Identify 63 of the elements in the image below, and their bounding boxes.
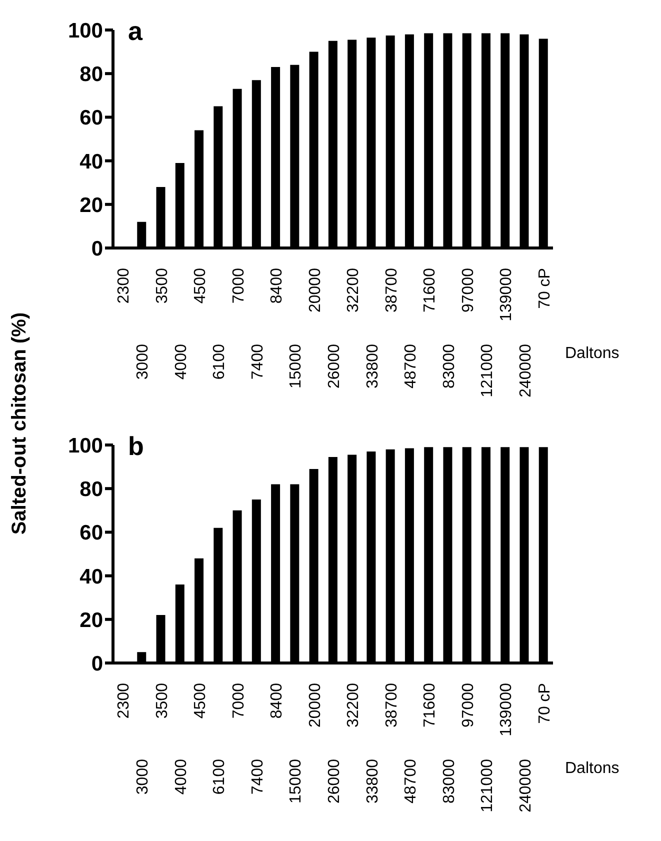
x-tick-label: 33800 bbox=[364, 344, 382, 388]
x-tick-label: 20000 bbox=[306, 268, 324, 312]
x-tick-label: 7000 bbox=[230, 682, 248, 719]
x-tick-label: 8400 bbox=[268, 268, 286, 304]
x-tick-label: 3500 bbox=[154, 268, 171, 304]
y-tick-label: 100 bbox=[68, 19, 103, 42]
x-tick-label: 20000 bbox=[306, 682, 324, 728]
y-tick-label: 0 bbox=[91, 652, 103, 676]
x-tick-label: 3000 bbox=[134, 758, 152, 795]
x-tick-label: 121000 bbox=[479, 758, 496, 812]
x-tick-label: 2300 bbox=[116, 682, 133, 719]
x-tick-label: 83000 bbox=[440, 758, 458, 804]
y-axis-title: Salted-out chitosan (%) bbox=[8, 312, 32, 534]
x-tick-label: 48700 bbox=[402, 344, 420, 388]
x-tick-label: 38700 bbox=[383, 268, 400, 312]
x-tick-label: 240000 bbox=[517, 344, 534, 398]
x-tick-label: 38700 bbox=[383, 682, 400, 728]
x-tick-label: 26000 bbox=[326, 344, 343, 388]
x-tick-label: 121000 bbox=[479, 344, 496, 398]
x-tick-label: 7400 bbox=[249, 758, 266, 795]
x-tick-label: 70 cP bbox=[536, 268, 554, 309]
y-tick-label: 60 bbox=[80, 106, 103, 130]
x-tick-label: 139000 bbox=[498, 682, 516, 736]
x-tick-label: 70 cP bbox=[536, 683, 554, 724]
x-tick-label: 32200 bbox=[345, 682, 362, 728]
x-tick-label: 97000 bbox=[460, 268, 477, 312]
chart-title: b bbox=[128, 431, 144, 462]
x-tick-label: 15000 bbox=[288, 758, 305, 804]
x-tick-label: 4500 bbox=[192, 682, 210, 719]
y-tick-label: 60 bbox=[80, 522, 103, 545]
x-axis-title: Daltons bbox=[565, 760, 620, 778]
y-tick-label: 80 bbox=[80, 478, 103, 502]
x-tick-label: 4500 bbox=[192, 268, 210, 304]
x-tick-label: 71600 bbox=[422, 268, 439, 312]
x-tick-label: 32200 bbox=[345, 268, 362, 312]
chart-title: a bbox=[128, 16, 142, 47]
x-tick-label: 240000 bbox=[517, 758, 534, 812]
x-tick-label: 7400 bbox=[249, 344, 266, 380]
x-tick-label: 7000 bbox=[230, 268, 248, 304]
x-tick-label: 6100 bbox=[211, 758, 228, 795]
x-axis-title: Daltons bbox=[565, 345, 620, 363]
x-tick-label: 3000 bbox=[134, 344, 152, 380]
x-tick-label: 2300 bbox=[116, 268, 133, 304]
y-tick-label: 80 bbox=[80, 63, 103, 86]
y-tick-label: 20 bbox=[80, 608, 103, 632]
y-tick-label: 20 bbox=[80, 194, 103, 217]
y-tick-label: 40 bbox=[80, 150, 103, 174]
x-tick-label: 97000 bbox=[460, 682, 477, 728]
x-tick-label: 83000 bbox=[440, 344, 458, 388]
x-tick-label: 48700 bbox=[402, 758, 420, 804]
y-tick-label: 40 bbox=[80, 565, 103, 588]
x-tick-label: 71600 bbox=[422, 682, 439, 728]
y-tick-label: 0 bbox=[91, 237, 103, 260]
x-tick-label: 8400 bbox=[268, 682, 286, 719]
x-tick-label: 15000 bbox=[288, 344, 305, 388]
x-tick-label: 4000 bbox=[172, 344, 190, 380]
x-tick-label: 139000 bbox=[498, 268, 516, 322]
x-tick-label: 6100 bbox=[211, 344, 228, 380]
x-tick-label: 33800 bbox=[364, 758, 382, 804]
x-tick-label: 3500 bbox=[154, 682, 171, 719]
x-tick-label: 4000 bbox=[172, 758, 190, 795]
y-tick-label: 100 bbox=[68, 434, 103, 458]
x-tick-label: 26000 bbox=[326, 758, 343, 804]
